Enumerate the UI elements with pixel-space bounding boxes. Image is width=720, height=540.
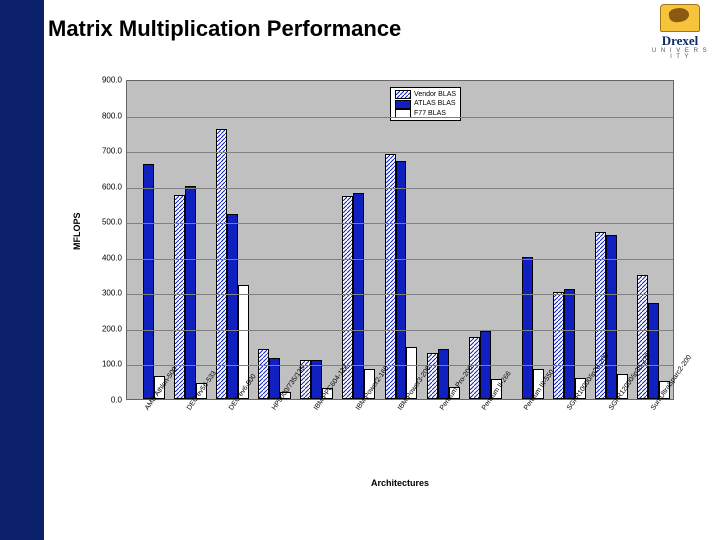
y-tick: 300.0 [102, 289, 122, 298]
gridline [127, 365, 673, 366]
legend-swatch [395, 100, 411, 109]
legend-swatch [395, 90, 411, 99]
bar [185, 186, 196, 399]
bar [606, 235, 617, 399]
y-axis-label: MFLOPS [72, 213, 82, 251]
gridline [127, 223, 673, 224]
y-tick: 500.0 [102, 218, 122, 227]
legend-label: ATLAS BLAS [414, 99, 456, 108]
y-tick: 600.0 [102, 182, 122, 191]
bar [438, 349, 449, 399]
legend-item: ATLAS BLAS [395, 99, 456, 108]
y-tick: 700.0 [102, 147, 122, 156]
bar [564, 289, 575, 399]
gridline [127, 117, 673, 118]
y-tick: 200.0 [102, 324, 122, 333]
x-tick: IBM PPC604-112 [313, 406, 320, 412]
bar [143, 164, 154, 399]
university-logo: Drexel U N I V E R S I T Y [650, 4, 710, 60]
x-tick: Pentium II-266 [481, 406, 488, 412]
x-axis-label: Architectures [126, 478, 674, 488]
bar [648, 303, 659, 399]
bar [216, 129, 227, 399]
x-tick: SGI R10000/ip28-200 [565, 406, 572, 412]
x-tick: SGI R12000/ip30-270 [608, 406, 615, 412]
gridline [127, 152, 673, 153]
slide: Matrix Multiplication Performance Drexel… [0, 0, 720, 540]
x-tick: IBM Power2-160 [355, 406, 362, 412]
x-tick: IBM Power3-200 [397, 406, 404, 412]
bar [269, 358, 280, 399]
legend-label: Vendor BLAS [414, 90, 456, 99]
y-tick: 800.0 [102, 111, 122, 120]
x-tick: DEC ev56-533 [186, 406, 193, 412]
bar [637, 275, 648, 399]
y-tick: 400.0 [102, 253, 122, 262]
x-tick: DEC ev6-500 [228, 406, 235, 412]
gridline [127, 294, 673, 295]
y-tick: 0.0 [111, 396, 122, 405]
x-tick: Pentium Pro-200 [439, 406, 446, 412]
plot-area: Vendor BLASATLAS BLASF77 BLAS [126, 80, 674, 400]
x-axis: Architectures AMD Athlon-500 DEC ev56-533… [126, 404, 674, 494]
bar [396, 161, 407, 399]
bar [427, 353, 438, 399]
x-tick: Pentium III-550 [523, 406, 530, 412]
bar [227, 214, 238, 399]
x-tick: AMD Athlon-500 [144, 406, 151, 412]
x-tick: Sun UltraSparc2-200 [650, 406, 657, 412]
bar-groups [127, 81, 673, 399]
x-tick: HP9000/735/135 [270, 406, 277, 412]
bar [522, 257, 533, 399]
page-title: Matrix Multiplication Performance [48, 16, 401, 42]
y-tick: 900.0 [102, 76, 122, 85]
logo-name: Drexel [650, 34, 710, 47]
gridline [127, 330, 673, 331]
left-accent-bar [0, 0, 44, 540]
y-tick: 100.0 [102, 360, 122, 369]
dragon-crest-icon [660, 4, 700, 32]
bar [553, 292, 564, 399]
bar [258, 349, 269, 399]
gridline [127, 259, 673, 260]
gridline [127, 188, 673, 189]
y-axis-ticks: 0.0100.0200.0300.0400.0500.0600.0700.080… [90, 80, 124, 400]
mflops-bar-chart: MFLOPS 0.0100.0200.0300.0400.0500.0600.0… [80, 80, 680, 510]
legend-item: Vendor BLAS [395, 90, 456, 99]
bar [385, 154, 396, 399]
logo-subtitle: U N I V E R S I T Y [650, 48, 710, 60]
